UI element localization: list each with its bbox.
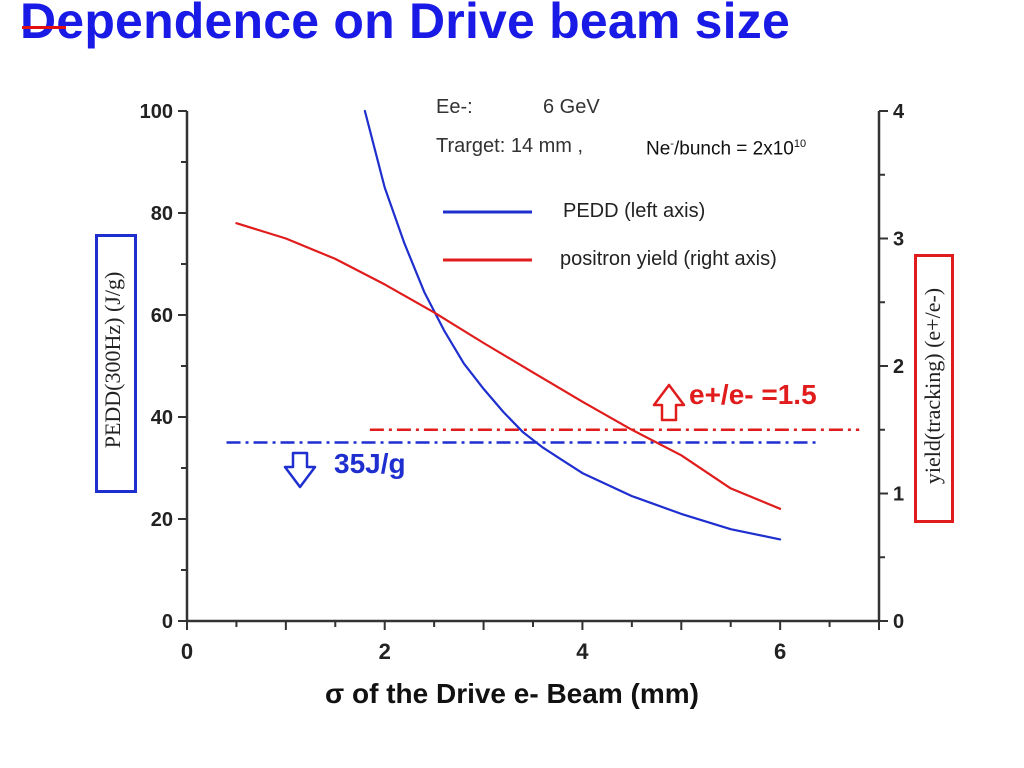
left-tick-label: 40	[151, 407, 173, 429]
bunch-text-sup2: 10	[793, 138, 807, 150]
up-arrow-icon	[652, 383, 686, 422]
x-tick-label: 2	[379, 639, 391, 664]
right-tick-label: 1	[893, 484, 904, 506]
right-tick-label: 3	[893, 229, 904, 251]
chart-legend	[443, 210, 532, 262]
left-tick-label: 100	[140, 101, 173, 123]
x-axis-title: σ of the Drive e- Beam (mm)	[325, 678, 699, 709]
down-arrow-icon	[283, 451, 317, 489]
legend-label-pedd: PEDD (left axis)	[563, 200, 706, 222]
bunch-text-sup1: -	[670, 138, 674, 150]
right-tick-label: 2	[893, 356, 904, 378]
right-axis-title: yield(tracking) (e+/e-)	[920, 287, 945, 485]
x-tick-label: 4	[576, 639, 589, 664]
yield-limit-label: e+/e- =1.5	[689, 379, 817, 410]
left-tick-label: 20	[151, 509, 173, 531]
title-underline-mark	[22, 26, 66, 29]
beam-energy-label: Ee-:	[436, 96, 473, 118]
left-axis-title: PEDD(300Hz) (J/g)	[100, 271, 125, 449]
bunch-text-mid: /bunch = 2x10	[673, 138, 794, 160]
bunch-text-prefix: Ne	[646, 138, 671, 160]
right-tick-label: 4	[893, 101, 905, 123]
x-tick-label: 6	[774, 639, 786, 664]
target-text: Trarget: 14 mm ,	[436, 135, 584, 157]
page-title: Dependence on Drive beam size	[20, 0, 790, 49]
left-tick-label: 80	[151, 203, 173, 225]
left-tick-label: 60	[151, 305, 173, 327]
legend-label-yield: positron yield (right axis)	[560, 248, 777, 270]
right-tick-label: 0	[893, 611, 904, 633]
bunch-text: Ne-/bunch = 2x1010	[646, 138, 806, 160]
right-axis-title-box	[914, 254, 954, 523]
reference-lines	[226, 428, 860, 444]
x-tick-label: 0	[181, 639, 193, 664]
pedd-series-line	[363, 109, 782, 541]
beam-energy-value: 6 GeV	[543, 96, 600, 118]
left-tick-label: 0	[162, 611, 173, 633]
yield-series-line	[235, 222, 782, 510]
pedd-limit-label: 35J/g	[334, 448, 406, 479]
left-axis-title-box	[95, 234, 137, 493]
annotation-arrows	[283, 383, 686, 489]
chart-series	[235, 109, 782, 541]
